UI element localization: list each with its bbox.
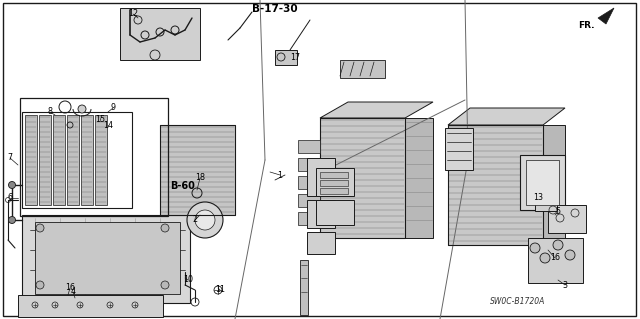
- Text: 16: 16: [550, 254, 560, 263]
- Bar: [298, 140, 320, 153]
- Bar: [298, 194, 320, 207]
- Text: 11: 11: [215, 286, 225, 294]
- Bar: [22, 215, 190, 303]
- Bar: [528, 238, 583, 283]
- Circle shape: [8, 217, 15, 224]
- Bar: [448, 125, 543, 245]
- Text: 16: 16: [65, 284, 75, 293]
- Text: 7: 7: [8, 153, 13, 162]
- Text: 10: 10: [183, 276, 193, 285]
- Bar: [448, 125, 543, 245]
- Bar: [340, 60, 385, 78]
- Bar: [67, 115, 79, 205]
- Bar: [20, 98, 168, 216]
- Circle shape: [553, 240, 563, 250]
- Text: 5: 5: [556, 207, 561, 217]
- Bar: [300, 260, 308, 315]
- Bar: [316, 200, 354, 225]
- Bar: [307, 158, 335, 196]
- Bar: [298, 212, 320, 225]
- Bar: [543, 125, 565, 245]
- Bar: [320, 188, 348, 194]
- Bar: [22, 112, 132, 208]
- Bar: [18, 295, 163, 317]
- Text: 9: 9: [111, 103, 116, 113]
- Circle shape: [565, 250, 575, 260]
- Text: 4: 4: [70, 287, 76, 296]
- Bar: [39, 115, 51, 205]
- Bar: [320, 172, 348, 178]
- Bar: [307, 200, 335, 228]
- Bar: [405, 118, 433, 238]
- Bar: [445, 128, 473, 170]
- Text: 6: 6: [8, 194, 13, 203]
- Bar: [160, 125, 235, 215]
- Text: 12: 12: [128, 10, 138, 19]
- Circle shape: [195, 210, 215, 230]
- Text: 15: 15: [95, 115, 105, 124]
- Text: FR.: FR.: [578, 20, 595, 29]
- Text: 13: 13: [533, 192, 543, 202]
- Bar: [25, 115, 37, 205]
- Bar: [35, 222, 180, 294]
- Text: 1: 1: [278, 170, 282, 180]
- Bar: [53, 115, 65, 205]
- Circle shape: [187, 202, 223, 238]
- Text: 3: 3: [563, 280, 568, 290]
- Circle shape: [161, 224, 169, 232]
- Circle shape: [36, 281, 44, 289]
- Polygon shape: [448, 108, 565, 125]
- Bar: [298, 176, 320, 189]
- Bar: [520, 155, 565, 210]
- Bar: [320, 118, 405, 238]
- Bar: [535, 193, 557, 211]
- Bar: [120, 8, 200, 60]
- Text: 18: 18: [195, 174, 205, 182]
- Text: B-17-30: B-17-30: [252, 4, 298, 14]
- Bar: [320, 118, 405, 238]
- Text: B-60: B-60: [170, 181, 195, 191]
- Circle shape: [540, 253, 550, 263]
- Bar: [95, 115, 107, 205]
- Bar: [298, 158, 320, 171]
- Bar: [160, 125, 235, 215]
- Polygon shape: [598, 8, 614, 24]
- Bar: [316, 168, 354, 196]
- Circle shape: [161, 281, 169, 289]
- Text: 17: 17: [290, 54, 300, 63]
- Bar: [526, 160, 559, 205]
- Circle shape: [8, 182, 15, 189]
- Text: 2: 2: [193, 216, 198, 225]
- Circle shape: [36, 224, 44, 232]
- Text: 8: 8: [47, 108, 52, 116]
- Bar: [81, 115, 93, 205]
- Text: SW0C-B1720A: SW0C-B1720A: [490, 298, 545, 307]
- Bar: [307, 232, 335, 254]
- Polygon shape: [320, 102, 433, 118]
- Bar: [320, 180, 348, 186]
- Circle shape: [78, 105, 86, 113]
- Text: 14: 14: [103, 122, 113, 130]
- Bar: [548, 205, 586, 233]
- Circle shape: [530, 243, 540, 253]
- Bar: [275, 50, 297, 65]
